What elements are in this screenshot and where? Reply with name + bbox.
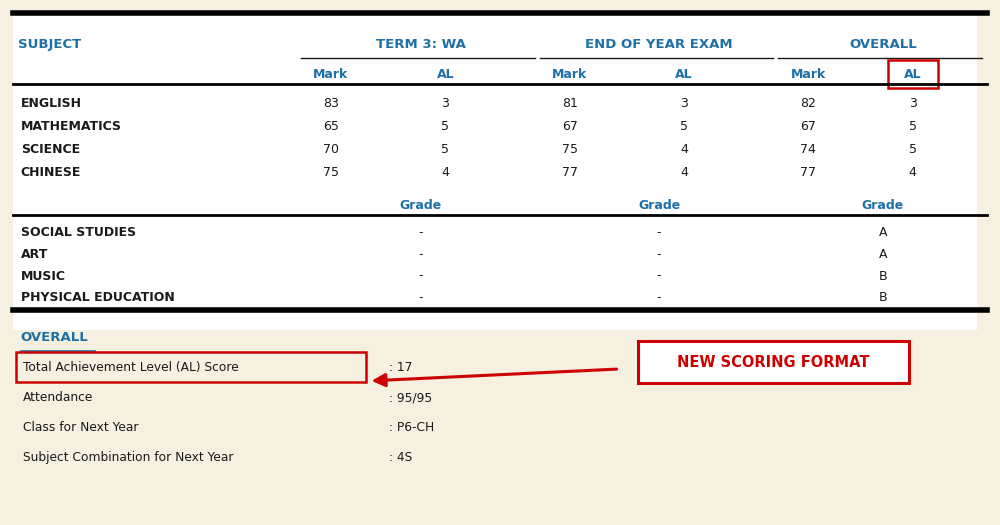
Text: 5: 5: [909, 143, 917, 156]
Text: ART: ART: [21, 248, 48, 261]
FancyBboxPatch shape: [13, 10, 977, 330]
Text: -: -: [657, 248, 661, 261]
Text: PHYSICAL EDUCATION: PHYSICAL EDUCATION: [21, 291, 174, 304]
Text: 77: 77: [562, 165, 578, 178]
FancyBboxPatch shape: [16, 352, 366, 383]
Text: MATHEMATICS: MATHEMATICS: [21, 120, 122, 133]
Text: 74: 74: [800, 143, 816, 156]
Text: AL: AL: [675, 68, 693, 81]
Text: Grade: Grade: [862, 199, 904, 212]
Text: 5: 5: [441, 143, 449, 156]
Text: 4: 4: [909, 165, 917, 178]
Text: 82: 82: [800, 97, 816, 110]
Text: TERM 3: WA: TERM 3: WA: [376, 38, 465, 51]
Text: -: -: [657, 226, 661, 239]
Text: MUSIC: MUSIC: [21, 269, 66, 282]
Text: B: B: [879, 269, 887, 282]
Text: 3: 3: [441, 97, 449, 110]
Text: 67: 67: [800, 120, 816, 133]
Text: OVERALL: OVERALL: [849, 38, 917, 51]
Text: 3: 3: [680, 97, 688, 110]
Text: B: B: [879, 291, 887, 304]
Text: SUBJECT: SUBJECT: [18, 38, 81, 51]
Text: 75: 75: [562, 143, 578, 156]
Text: 4: 4: [680, 165, 688, 178]
Text: Class for Next Year: Class for Next Year: [23, 421, 138, 434]
Text: AL: AL: [904, 68, 922, 81]
Text: Mark: Mark: [313, 68, 349, 81]
Text: SCIENCE: SCIENCE: [21, 143, 80, 156]
Text: OVERALL: OVERALL: [21, 331, 88, 344]
Text: 65: 65: [323, 120, 339, 133]
Text: 77: 77: [800, 165, 816, 178]
FancyBboxPatch shape: [638, 341, 909, 383]
Text: -: -: [418, 291, 423, 304]
Text: END OF YEAR EXAM: END OF YEAR EXAM: [585, 38, 733, 51]
Text: Grade: Grade: [399, 199, 442, 212]
Text: 75: 75: [323, 165, 339, 178]
Text: : P6-CH: : P6-CH: [389, 421, 434, 434]
Text: -: -: [418, 226, 423, 239]
Text: ENGLISH: ENGLISH: [21, 97, 82, 110]
Text: 83: 83: [323, 97, 339, 110]
Text: Subject Combination for Next Year: Subject Combination for Next Year: [23, 452, 233, 464]
Text: : 17: : 17: [389, 361, 412, 374]
Text: A: A: [879, 226, 887, 239]
Text: -: -: [657, 269, 661, 282]
Text: Mark: Mark: [791, 68, 826, 81]
Text: 4: 4: [680, 143, 688, 156]
Text: : 95/95: : 95/95: [389, 391, 432, 404]
Text: 67: 67: [562, 120, 578, 133]
Text: Mark: Mark: [552, 68, 587, 81]
Text: 81: 81: [562, 97, 578, 110]
Text: AL: AL: [436, 68, 454, 81]
Text: -: -: [657, 291, 661, 304]
Text: Total Achievement Level (AL) Score: Total Achievement Level (AL) Score: [23, 361, 238, 374]
FancyBboxPatch shape: [888, 60, 938, 89]
Text: NEW SCORING FORMAT: NEW SCORING FORMAT: [677, 355, 870, 370]
Text: 5: 5: [680, 120, 688, 133]
Text: SOCIAL STUDIES: SOCIAL STUDIES: [21, 226, 136, 239]
Text: 4: 4: [441, 165, 449, 178]
Text: CHINESE: CHINESE: [21, 165, 81, 178]
Text: -: -: [418, 269, 423, 282]
Text: : 4S: : 4S: [389, 452, 412, 464]
Text: A: A: [879, 248, 887, 261]
Text: -: -: [418, 248, 423, 261]
Text: AL: AL: [904, 68, 922, 81]
Text: 3: 3: [909, 97, 917, 110]
Text: Grade: Grade: [638, 199, 680, 212]
Text: Attendance: Attendance: [23, 391, 93, 404]
FancyBboxPatch shape: [13, 333, 977, 517]
Text: 5: 5: [441, 120, 449, 133]
Text: 5: 5: [909, 120, 917, 133]
Text: 70: 70: [323, 143, 339, 156]
